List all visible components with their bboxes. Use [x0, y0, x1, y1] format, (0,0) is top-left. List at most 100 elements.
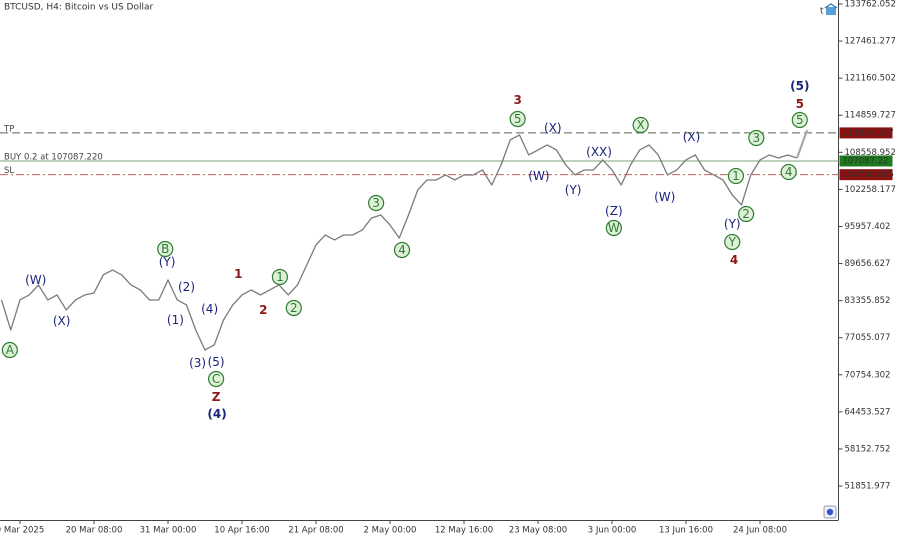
y-tick-label: 95957.402 — [845, 222, 891, 232]
wave-label: 4 — [730, 253, 738, 267]
wave-text: (4) — [207, 407, 226, 421]
wave-text: W — [608, 221, 620, 235]
wave-text: 4 — [785, 165, 793, 179]
wave-text: 3 — [752, 131, 760, 145]
wave-label: (W) — [25, 273, 46, 287]
wave-label: (X) — [683, 130, 701, 144]
toolbar-icon[interactable]: t — [820, 3, 838, 17]
x-tick-label: 31 Mar 00:00 — [140, 526, 197, 536]
wave-label: (5) — [790, 79, 809, 93]
wave-text: (Y) — [159, 255, 176, 269]
wave-text: 2 — [290, 301, 298, 315]
wave-label: (X) — [544, 121, 562, 135]
button-dot — [826, 508, 834, 516]
wave-text: (X) — [544, 121, 562, 135]
wave-text: (X) — [53, 314, 71, 328]
projection-line — [795, 129, 809, 159]
level-label: BUY 0.2 at 107087.220 — [4, 152, 103, 162]
wave-text: 4 — [730, 253, 738, 267]
wave-label: (4) — [201, 302, 218, 316]
wave-circle — [748, 129, 765, 147]
wave-text: (1) — [167, 313, 184, 327]
scroll-button[interactable] — [823, 505, 837, 519]
wave-label: (3) — [189, 356, 206, 370]
wave-text: (Y) — [565, 183, 582, 197]
wave-label: 1 — [271, 268, 289, 286]
wave-text: C — [212, 372, 220, 386]
wave-label: (5) — [208, 355, 225, 369]
wave-label: 2 — [259, 303, 267, 317]
price-line — [0, 134, 798, 351]
price-tag-label: 107087.22 — [843, 156, 889, 166]
wave-text: 3 — [513, 93, 521, 107]
y-tick-label: 77055.077 — [845, 333, 891, 343]
wave-text: (Z) — [605, 204, 623, 218]
x-tick-label: 20 Mar 08:00 — [66, 526, 123, 536]
wave-text: 5 — [796, 97, 804, 111]
y-tick-label: 133762.052 — [845, 0, 896, 10]
y-tick-label: 83355.852 — [845, 296, 891, 306]
wave-circle — [157, 240, 174, 258]
wave-text: Z — [212, 390, 221, 404]
wave-text: (W) — [528, 169, 549, 183]
wave-text: 1 — [732, 169, 740, 183]
price-tag-label: 111854.307 — [843, 128, 894, 138]
wave-circle — [632, 116, 649, 134]
wave-circle — [1, 341, 18, 359]
wave-label: B — [157, 240, 174, 258]
wave-label: (Y) — [159, 255, 176, 269]
wave-label: 2 — [285, 299, 302, 317]
y-tick-label: 102258.177 — [845, 185, 896, 195]
wave-label: (X) — [53, 314, 71, 328]
wave-label: (Z) — [605, 204, 623, 218]
price-tag-label: 104760.865 — [843, 170, 894, 180]
wave-circle — [368, 194, 385, 212]
y-tick-label: 127461.277 — [845, 37, 896, 47]
wave-text: (2) — [178, 280, 195, 294]
wave-text: (X) — [683, 130, 701, 144]
wave-label: (Y) — [724, 217, 741, 231]
x-tick-label: 13 Jun 16:00 — [659, 526, 713, 536]
wave-text: 5 — [796, 113, 804, 127]
icon-roof — [824, 3, 838, 9]
y-tick-label: 89656.627 — [845, 259, 891, 269]
chart-title: BTCUSD, H4: Bitcoin vs US Dollar — [4, 3, 153, 13]
y-tick-label: 121160.502 — [845, 74, 896, 84]
level-label: TP — [3, 124, 14, 134]
wave-text: (Y) — [724, 217, 741, 231]
icon-glyph: t — [820, 7, 824, 17]
wave-text: A — [6, 343, 15, 357]
wave-text: 4 — [398, 243, 406, 257]
wave-text: B — [161, 242, 169, 256]
wave-text: (4) — [201, 302, 218, 316]
wave-text: (W) — [25, 273, 46, 287]
wave-text: 1 — [234, 267, 242, 281]
x-tick-label: 23 May 08:00 — [509, 526, 567, 536]
price-tag — [839, 127, 893, 139]
wave-label: X — [632, 116, 649, 134]
wave-label: Z — [212, 390, 221, 404]
wave-circle — [605, 219, 622, 237]
x-tick-label: 9 Mar 2025 — [0, 526, 44, 536]
price-tag — [839, 169, 893, 181]
wave-label: 3 — [748, 129, 765, 147]
wave-label: (W) — [528, 169, 549, 183]
wave-circle — [285, 299, 302, 317]
wave-label: 3 — [513, 93, 521, 107]
wave-label: A — [1, 341, 18, 359]
wave-label: 5 — [509, 110, 526, 128]
x-tick-label: 2 May 00:00 — [364, 526, 417, 536]
icon — [826, 7, 836, 15]
wave-label: 5 — [791, 111, 808, 129]
wave-circle — [271, 268, 289, 286]
wave-label: 2 — [738, 205, 755, 223]
wave-label: Y — [724, 233, 741, 251]
wave-text: X — [637, 118, 645, 132]
wave-label: 4 — [393, 241, 411, 259]
wave-label: 5 — [796, 97, 804, 111]
wave-label: 1 — [727, 167, 745, 185]
wave-label: (2) — [178, 280, 195, 294]
wave-circle — [727, 167, 745, 185]
wave-text: (5) — [208, 355, 225, 369]
